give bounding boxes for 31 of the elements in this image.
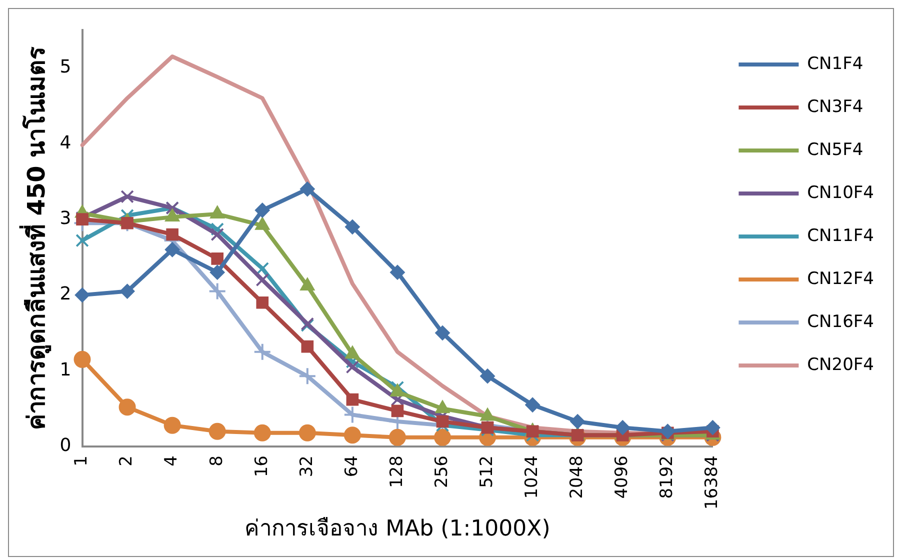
x-tick-label: 2048 xyxy=(567,456,588,499)
y-tick-label: 3 xyxy=(60,208,72,229)
x-tick-label: 8 xyxy=(206,456,227,466)
legend-label: CN1F4 xyxy=(807,54,864,74)
x-tick-label: 2 xyxy=(116,456,137,466)
x-tick-label: 128 xyxy=(386,456,407,488)
x-tick-label: 1024 xyxy=(522,456,542,499)
legend-label: CN20F4 xyxy=(807,354,874,375)
x-tick-label: 512 xyxy=(476,456,497,488)
legend-label: CN5F4 xyxy=(807,140,864,160)
x-tick-label: 32 xyxy=(296,456,317,478)
legend-label: CN3F4 xyxy=(807,96,864,117)
legend-label: CN16F4 xyxy=(807,312,874,332)
y-tick-label: 4 xyxy=(60,132,72,154)
legend-label: CN12F4 xyxy=(807,268,874,289)
y-tick-label: 1 xyxy=(60,359,72,380)
x-tick-label: 16384 xyxy=(702,456,722,510)
x-tick-label: 8192 xyxy=(657,456,678,499)
y-tick-label: 2 xyxy=(60,284,72,305)
y-axis-title: ค่าการดูดกลืนแสงที่ 450 นาโนเมตร xyxy=(18,46,52,430)
x-tick-label: 16 xyxy=(252,456,272,478)
x-tick-label: 4096 xyxy=(612,456,632,499)
legend-label: CN10F4 xyxy=(807,182,874,203)
legend-label: CN11F4 xyxy=(807,226,874,246)
y-tick-label: 5 xyxy=(60,56,72,78)
x-axis-title: ค่าการเจือจาง MAb (1:1000X) xyxy=(244,516,550,542)
x-tick-label: 4 xyxy=(162,456,182,466)
x-tick-label: 64 xyxy=(342,456,362,478)
x-tick-label: 1 xyxy=(72,456,92,466)
y-tick-label: 0 xyxy=(60,435,72,456)
x-tick-label: 256 xyxy=(432,456,452,488)
